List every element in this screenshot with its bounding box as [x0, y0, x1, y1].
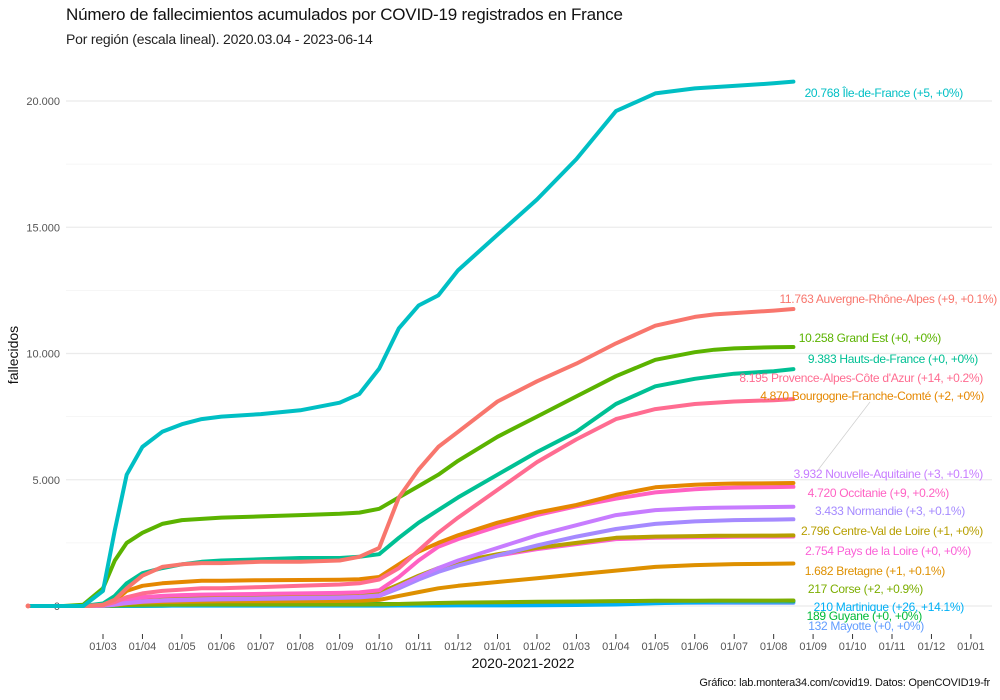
y-axis-title: fallecidos	[5, 326, 21, 384]
series-label-bourgogne-franche-comt-: 4.870 Bourgogne-Franche-Comté (+2, +0%)	[760, 389, 984, 403]
series-label-occitanie: 4.720 Occitanie (+9, +0.2%)	[808, 486, 950, 500]
y-tick-label: 20.000	[26, 96, 60, 108]
x-tick-label: 01/03	[563, 641, 591, 653]
x-tick-label: 01/01	[957, 641, 985, 653]
x-tick-label: 01/03	[89, 641, 117, 653]
chart-subtitle: Por región (escala lineal). 2020.03.04 -…	[66, 31, 373, 47]
x-tick-label: 01/07	[720, 641, 748, 653]
series-line--le-de-france	[26, 79, 796, 608]
series-line-hauts-de-france	[26, 367, 796, 608]
series-label-nouvelle-aquitaine: 3.932 Nouvelle-Aquitaine (+3, +0.1%)	[794, 467, 984, 481]
gridlines	[66, 100, 992, 607]
x-tick-label: 01/12	[444, 641, 472, 653]
series-line-grand-est	[26, 345, 796, 608]
series-label-pays-de-la-loire: 2.754 Pays de la Loire (+0, +0%)	[805, 544, 971, 558]
x-tick-label: 01/08	[760, 641, 788, 653]
series-label-bretagne: 1.682 Bretagne (+1, +0.1%)	[805, 564, 946, 578]
x-tick-label: 01/11	[405, 641, 432, 653]
series-line-provence-alpes-c-te-d-azur	[26, 397, 796, 608]
series-label-centre-val-de-loire: 2.796 Centre-Val de Loire (+1, +0%)	[801, 524, 983, 538]
y-tick-label: 5.000	[32, 475, 60, 487]
series-label-martinique: 210 Martinique (+26, +14.1%)	[814, 600, 965, 614]
label-connector	[817, 401, 871, 471]
series-label-auvergne-rh-ne-alpes: 11.763 Auvergne-Rhône-Alpes (+9, +0.1%)	[779, 292, 997, 306]
x-tick-label: 01/12	[918, 641, 946, 653]
chart-title: Número de fallecimientos acumulados por …	[66, 5, 623, 24]
x-tick-label: 01/09	[799, 641, 827, 653]
x-tick-label: 01/11	[879, 641, 906, 653]
series-lines	[25, 79, 796, 609]
series-label-grand-est: 10.258 Grand Est (+0, +0%)	[799, 331, 942, 345]
series-label-hauts-de-france: 9.383 Hauts-de-France (+0, +0%)	[808, 352, 978, 366]
series-label-normandie: 3.433 Normandie (+3, +0.1%)	[815, 504, 965, 518]
series-line-occitanie	[26, 484, 796, 608]
x-tick-label: 01/04	[602, 641, 630, 653]
x-tick-label: 01/05	[168, 641, 196, 653]
series-label-corse: 217 Corse (+2, +0.9%)	[808, 582, 923, 596]
x-tick-label: 01/08	[286, 641, 314, 653]
series-label-guyane: 189 Guyane (+0, +0%)	[807, 609, 923, 623]
x-tick-label: 01/09	[326, 641, 354, 653]
x-tick-label: 01/04	[129, 641, 157, 653]
series-label-provence-alpes-c-te-d-azur: 8.195 Provence-Alpes-Côte d'Azur (+14, +…	[739, 371, 983, 385]
x-tick-label: 01/06	[208, 641, 236, 653]
y-tick-label: 15.000	[26, 222, 60, 234]
x-tick-label: 01/05	[642, 641, 670, 653]
series-labels: 20.768 Île-de-France (+5, +0%) 11.763 Auv…	[739, 85, 997, 633]
x-axis-title: 2020-2021-2022	[472, 655, 575, 671]
x-tick-label: 01/01	[484, 641, 512, 653]
series-start-point	[25, 603, 31, 609]
series-line-bourgogne-franche-comt-	[26, 481, 796, 608]
x-axis-ticks: 01/03 01/04 01/05 01/06 01/07 01/08 01/09 01/10…	[89, 634, 985, 653]
series-label--le-de-france: 20.768 Île-de-France (+5, +0%)	[805, 85, 964, 100]
series-line-nouvelle-aquitaine	[26, 504, 796, 608]
x-tick-label: 01/10	[839, 641, 867, 653]
series-label-mayotte: 132 Mayotte (+0, +0%)	[808, 619, 924, 633]
x-tick-label: 01/06	[681, 641, 709, 653]
x-tick-label: 01/10	[365, 641, 393, 653]
x-tick-label: 01/02	[523, 641, 551, 653]
x-tick-label: 01/07	[247, 641, 275, 653]
y-tick-label: 10.000	[26, 349, 60, 361]
series-line-auvergne-rh-ne-alpes	[26, 307, 796, 608]
chart-caption: Gráfico: lab.montera34.com/covid19. Dato…	[699, 677, 990, 689]
